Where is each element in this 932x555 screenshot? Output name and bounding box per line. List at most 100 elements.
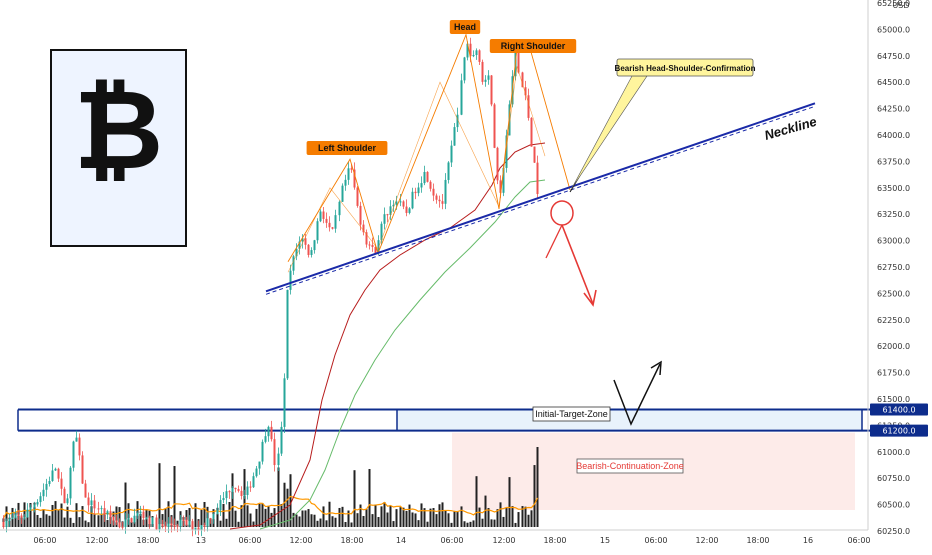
candle-body [84,483,87,498]
volume-bar [374,504,377,527]
time-tick-label: 12:00 [492,536,515,545]
candle-body [176,525,179,527]
volume-bar [75,503,78,527]
volume-bar [392,521,395,527]
head-label-bg [449,20,481,34]
candle-body [145,517,148,519]
volume-bar [533,465,536,527]
candle-body [405,206,408,213]
volume-bar [517,512,520,527]
moving-averages-layer [229,142,546,530]
volume-bar [353,470,356,527]
candle-body [426,171,429,182]
time-tick-label: 18:00 [136,536,159,545]
volume-bar [69,517,72,527]
volume-bar [328,501,331,527]
price-tick-label: 61750.0 [877,369,910,378]
volume-bar [100,513,103,527]
volume-bar [402,507,405,527]
volume-bar [246,505,249,527]
right-shoulder-label-bg [489,39,577,53]
target-bounce-arrow [613,363,661,426]
volume-bar [417,520,420,527]
volume-bar [441,502,444,527]
candle-body [270,426,273,440]
candle-body [100,508,103,510]
candle-body [395,201,398,205]
volume-bar [164,508,167,527]
price-tick-label: 63250.0 [877,210,910,219]
volume-bar [386,512,389,527]
time-tick-label: 18:00 [746,536,769,545]
volume-bar [219,520,222,527]
candle-body [57,468,60,479]
candle-body [124,519,127,527]
time-tick-label: 16 [803,536,813,545]
candle-body [155,517,158,530]
candle-body [386,214,389,216]
volume-bar [72,522,75,527]
candle-body [298,241,301,249]
candle-body [109,511,112,518]
time-tick-label: 15 [600,536,610,545]
candle-body [444,179,447,204]
candle-body [420,183,423,188]
volume-bar [255,508,258,527]
volume-bar [173,466,176,527]
volume-bar [481,518,484,527]
price-tick-label: 63000.0 [877,237,910,246]
candle-body [521,72,524,88]
candle-body [60,478,63,489]
candle-body [517,52,520,73]
candle-body [286,289,289,379]
volume-bar [334,517,337,527]
volume-bar [106,520,109,527]
left-shoulder-label: Left Shoulder [318,143,376,153]
volume-bar [5,506,8,527]
time-tick-label: 12:00 [289,536,312,545]
candle-body [475,50,478,56]
candle-body [203,525,206,527]
candle-body [377,240,380,254]
candle-body [81,455,84,484]
candle-body [36,502,39,505]
volume-bar [380,506,383,527]
volume-bar [280,503,283,527]
breakdown-arrow [561,224,594,305]
volume-bar [359,504,362,527]
candle-body [478,50,481,62]
candle-body [54,468,57,471]
candle-body [206,518,209,527]
candle-body [112,517,115,521]
candle-body [26,509,29,518]
candle-body [29,507,32,510]
volume-bar [292,512,295,527]
volume-bar [511,506,514,527]
volume-bar [325,520,328,527]
volume-bar [405,510,408,527]
candle-body [524,87,527,96]
candle-body [322,211,325,219]
volume-bar [54,501,57,527]
candle-body [8,518,11,521]
volume-bar [429,508,432,527]
candle-body [362,224,365,233]
candle-body [496,147,499,181]
candle-body [417,187,420,194]
volume-bar [389,505,392,527]
time-tick-label: 06:00 [33,536,56,545]
candle-body [277,453,280,466]
candle-body [530,117,533,147]
candle-body [295,248,298,257]
candle-body [69,467,72,499]
volume-bar [460,506,463,527]
candle-body [17,514,20,516]
volume-bar [313,514,316,527]
volume-bar [118,507,121,527]
candle-body [456,114,459,128]
candle-body [414,191,417,194]
volume-bar [426,521,429,527]
candle-body [14,514,17,518]
